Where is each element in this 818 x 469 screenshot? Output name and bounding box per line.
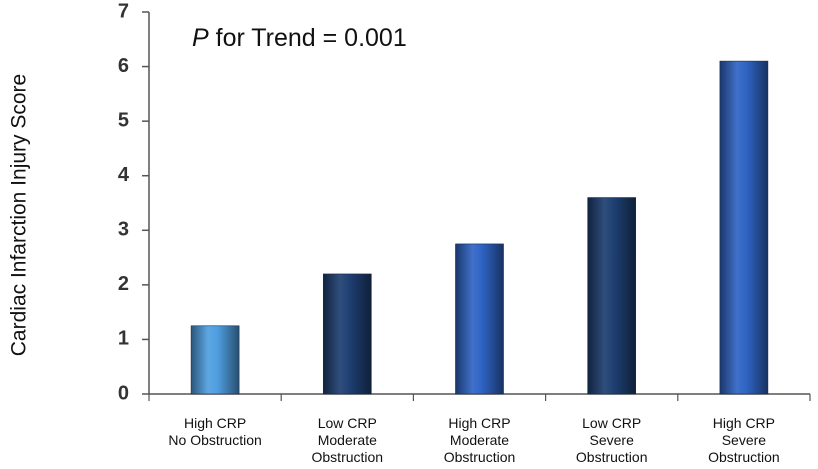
y-tick-label: 5 bbox=[118, 109, 129, 131]
bar-2 bbox=[455, 243, 504, 395]
x-tick-label-line: High CRP bbox=[448, 415, 510, 431]
bar-1 bbox=[322, 273, 372, 395]
y-axis-label: Cardiac Infarction Injury Score bbox=[8, 74, 31, 356]
x-tick-label-line: Low CRP bbox=[582, 415, 641, 431]
x-tick-label-line: Severe bbox=[722, 432, 767, 448]
x-tick-label-line: Obstruction bbox=[312, 449, 384, 465]
bar-0 bbox=[190, 325, 240, 395]
x-tick-label-line: Moderate bbox=[318, 432, 377, 448]
y-tick-label: 0 bbox=[118, 382, 129, 404]
x-tick-label: High CRP Moderate Obstruction bbox=[444, 415, 516, 465]
x-tick-label: Low CRP Moderate Obstruction bbox=[312, 415, 384, 465]
y-tick-label: 1 bbox=[118, 328, 129, 350]
y-tick-label: 6 bbox=[118, 55, 129, 77]
x-tick-label-line: Obstruction bbox=[444, 449, 516, 465]
x-tick-label-line: High CRP bbox=[713, 415, 775, 431]
x-tick-label-line: Low CRP bbox=[318, 415, 377, 431]
x-tick-label-line: Obstruction bbox=[708, 449, 780, 465]
x-tick-label: High CRP Severe Obstruction bbox=[708, 415, 780, 465]
bar-4 bbox=[719, 60, 769, 395]
x-tick-label-line: Severe bbox=[590, 432, 635, 448]
x-tick-label: Low CRP Severe Obstruction bbox=[576, 415, 648, 465]
x-tick-label-line: Obstruction bbox=[576, 449, 648, 465]
trend-annotation-p: P bbox=[192, 24, 209, 52]
axes bbox=[142, 11, 811, 401]
x-tick-label-line: Moderate bbox=[450, 432, 509, 448]
y-tick-label: 4 bbox=[118, 164, 130, 186]
y-tick-label: 7 bbox=[118, 0, 129, 22]
y-tick-label: 3 bbox=[118, 219, 129, 241]
trend-annotation-text: for Trend = 0.001 bbox=[209, 24, 407, 52]
x-tick-label-line: High CRP bbox=[184, 415, 246, 431]
bars bbox=[190, 60, 769, 395]
x-tick-label-line: No Obstruction bbox=[168, 432, 261, 448]
x-tick-label: High CRP No Obstruction bbox=[168, 415, 261, 448]
y-tick-label: 2 bbox=[118, 273, 129, 295]
bar-3 bbox=[587, 197, 637, 395]
y-ticks: 0 1 2 3 4 5 6 7 bbox=[118, 0, 130, 404]
trend-annotation: P for Trend = 0.001 bbox=[192, 24, 407, 52]
